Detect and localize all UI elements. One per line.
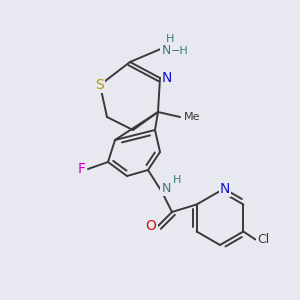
Text: N: N [220,182,230,196]
Text: N: N [161,44,171,58]
Text: H: H [166,34,174,44]
Text: N: N [161,182,171,194]
Text: N: N [162,71,172,85]
Text: Cl: Cl [257,233,269,246]
Text: F: F [78,162,86,176]
Text: H: H [173,175,181,185]
Text: Me: Me [184,112,200,122]
Text: O: O [146,219,156,233]
Text: −H: −H [171,46,189,56]
Text: S: S [96,78,104,92]
